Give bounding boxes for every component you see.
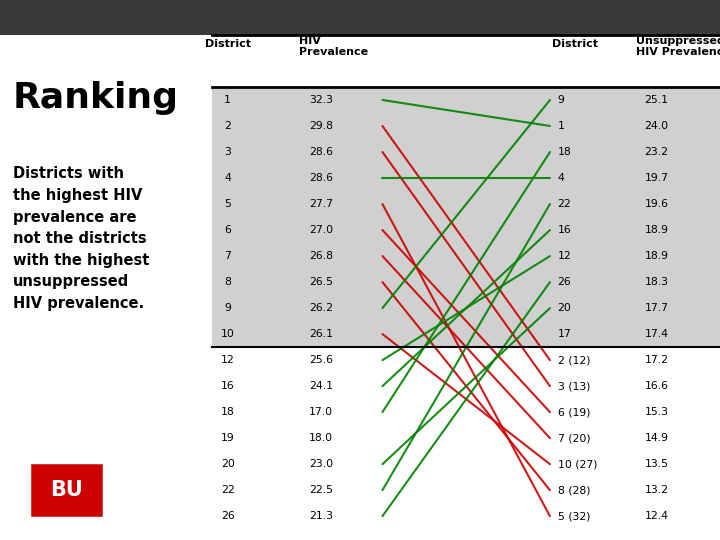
Text: 19.7: 19.7 [644, 173, 669, 183]
Text: 10 (27): 10 (27) [557, 459, 597, 469]
Text: 17: 17 [557, 329, 571, 339]
Text: 5: 5 [224, 199, 231, 209]
Text: 26.8: 26.8 [309, 251, 333, 261]
Text: 26.5: 26.5 [309, 277, 333, 287]
Text: 22: 22 [221, 485, 235, 495]
Text: 24.1: 24.1 [309, 381, 333, 391]
Bar [212, 165, 720, 191]
Text: 12.4: 12.4 [644, 511, 669, 521]
Text: 2 (12): 2 (12) [557, 355, 590, 365]
Text: 25.6: 25.6 [309, 355, 333, 365]
Bar [212, 113, 720, 139]
Bar [212, 269, 720, 295]
Text: 10: 10 [221, 329, 235, 339]
Text: 24.0: 24.0 [644, 121, 669, 131]
Text: 1: 1 [557, 121, 564, 131]
Text: 19: 19 [221, 433, 235, 443]
Text: 23.0: 23.0 [309, 459, 333, 469]
Text: 21.3: 21.3 [309, 511, 333, 521]
Text: 19.6: 19.6 [644, 199, 669, 209]
Text: 12: 12 [557, 251, 571, 261]
Text: 22.5: 22.5 [309, 485, 333, 495]
Text: 5 (32): 5 (32) [557, 511, 590, 521]
Text: 2: 2 [224, 121, 231, 131]
Text: 27.7: 27.7 [309, 199, 333, 209]
Text: 7 (20): 7 (20) [557, 433, 590, 443]
Text: 20: 20 [557, 303, 572, 313]
Bar [212, 347, 720, 373]
Bar [212, 87, 720, 113]
Text: 18: 18 [221, 407, 235, 417]
Text: 32.3: 32.3 [309, 95, 333, 105]
Bar [212, 217, 720, 243]
Text: 18.0: 18.0 [309, 433, 333, 443]
Text: 23.2: 23.2 [644, 147, 669, 157]
Text: 28.6: 28.6 [309, 147, 333, 157]
Bar [212, 477, 720, 503]
Text: 4: 4 [224, 173, 231, 183]
Text: 16: 16 [557, 225, 571, 235]
Text: 22: 22 [557, 199, 571, 209]
Text: 3: 3 [224, 147, 231, 157]
Text: 18.3: 18.3 [644, 277, 669, 287]
Text: 9: 9 [224, 303, 231, 313]
Text: 28.6: 28.6 [309, 173, 333, 183]
Text: 26: 26 [221, 511, 235, 521]
Text: 7: 7 [224, 251, 231, 261]
Text: 17.4: 17.4 [644, 329, 669, 339]
Text: 6 (19): 6 (19) [557, 407, 590, 417]
Text: 4: 4 [557, 173, 564, 183]
Text: 18.9: 18.9 [644, 225, 669, 235]
Text: 17.7: 17.7 [644, 303, 669, 313]
Text: 29.8: 29.8 [309, 121, 333, 131]
Text: 13.5: 13.5 [644, 459, 669, 469]
Text: 16.6: 16.6 [644, 381, 669, 391]
Text: 18.9: 18.9 [644, 251, 669, 261]
Bar [212, 503, 720, 529]
Bar [212, 139, 720, 165]
Text: 12: 12 [221, 355, 235, 365]
Text: BU: BU [50, 480, 83, 500]
Bar [212, 243, 720, 269]
Text: 3 (13): 3 (13) [557, 381, 590, 391]
Text: 26: 26 [557, 277, 571, 287]
Text: 1: 1 [224, 95, 231, 105]
Text: 9: 9 [557, 95, 564, 105]
Text: 13.2: 13.2 [644, 485, 669, 495]
Text: 26.1: 26.1 [309, 329, 333, 339]
Bar [212, 373, 720, 399]
Bar [212, 321, 720, 347]
Bar [212, 425, 720, 451]
Text: Unsuppressed
HIV Prevalence: Unsuppressed HIV Prevalence [636, 36, 720, 57]
Text: District: District [204, 39, 251, 49]
Text: 27.0: 27.0 [309, 225, 333, 235]
Text: 6: 6 [224, 225, 231, 235]
Text: 14.9: 14.9 [644, 433, 669, 443]
Text: District: District [552, 39, 598, 49]
Text: 17.0: 17.0 [309, 407, 333, 417]
Text: 20: 20 [221, 459, 235, 469]
Text: 17.2: 17.2 [644, 355, 669, 365]
Text: HIV
Prevalence: HIV Prevalence [299, 36, 368, 57]
Text: 25.1: 25.1 [644, 95, 669, 105]
Text: 15.3: 15.3 [644, 407, 669, 417]
Text: 18: 18 [557, 147, 571, 157]
Bar [212, 295, 720, 321]
Text: 16: 16 [221, 381, 235, 391]
Text: Districts with
the highest HIV
prevalence are
not the districts
with the highest: Districts with the highest HIV prevalenc… [13, 166, 149, 311]
Text: 8: 8 [224, 277, 231, 287]
Bar [212, 451, 720, 477]
Text: Ranking: Ranking [13, 80, 179, 114]
Bar [212, 191, 720, 217]
Text: 26.2: 26.2 [309, 303, 333, 313]
Text: 8 (28): 8 (28) [557, 485, 590, 495]
Bar [212, 399, 720, 425]
